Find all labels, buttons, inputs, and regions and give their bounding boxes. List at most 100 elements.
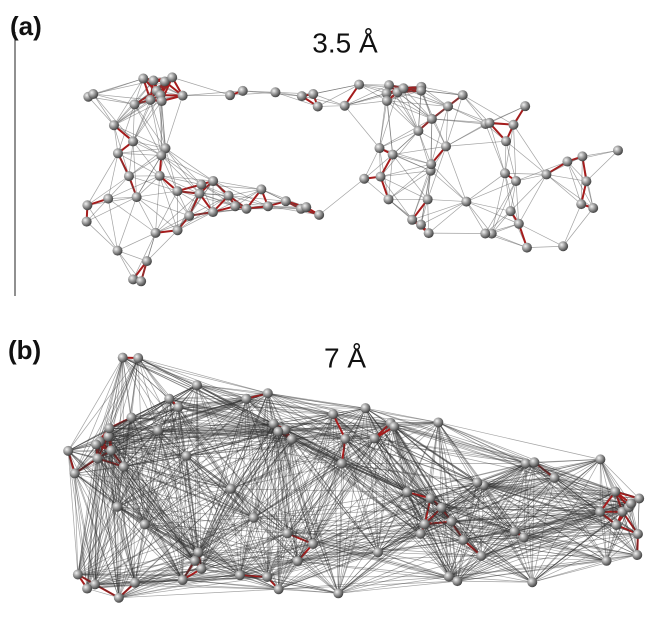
edge <box>516 162 567 181</box>
edge <box>129 141 133 176</box>
node <box>273 427 283 437</box>
node <box>167 72 177 82</box>
node <box>208 176 218 186</box>
node <box>416 86 426 96</box>
node <box>70 468 80 478</box>
node <box>476 551 486 561</box>
node <box>128 136 138 146</box>
node <box>522 243 532 253</box>
node <box>63 446 73 456</box>
node <box>88 89 98 99</box>
node <box>413 126 423 136</box>
edge <box>446 146 466 201</box>
edge <box>387 101 418 131</box>
node <box>389 422 399 432</box>
node <box>611 520 621 530</box>
node <box>376 172 386 182</box>
node <box>172 186 182 196</box>
node <box>119 462 129 472</box>
node <box>340 434 350 444</box>
edge <box>379 131 418 148</box>
node <box>314 210 324 220</box>
node <box>458 535 468 545</box>
panel-label: (a) <box>10 11 42 41</box>
node <box>249 513 259 523</box>
node <box>164 394 174 404</box>
node <box>142 256 152 266</box>
node <box>558 241 568 251</box>
edge <box>532 561 606 582</box>
node <box>133 353 143 363</box>
node <box>633 529 643 539</box>
node <box>402 487 412 497</box>
node <box>529 457 539 467</box>
edge <box>319 179 364 215</box>
node <box>447 517 457 527</box>
node <box>383 194 393 204</box>
node <box>562 157 572 167</box>
node <box>104 423 114 433</box>
node <box>145 95 155 105</box>
node <box>173 225 183 235</box>
edge <box>345 101 387 106</box>
node <box>155 171 165 181</box>
edge <box>463 95 490 123</box>
node <box>282 528 292 538</box>
node <box>427 114 437 124</box>
node <box>313 101 323 111</box>
edge <box>505 173 546 174</box>
figure-canvas: (a) 3.5 Å (b) 7 Å <box>0 0 645 633</box>
node <box>472 478 482 488</box>
node <box>416 529 426 539</box>
node <box>433 417 443 427</box>
node <box>382 96 392 106</box>
node <box>82 217 92 227</box>
node <box>501 136 511 146</box>
node <box>500 168 510 178</box>
edge <box>87 205 117 250</box>
node <box>194 189 204 199</box>
node <box>588 203 598 213</box>
node <box>626 499 636 509</box>
node <box>173 402 183 412</box>
edge <box>397 92 418 131</box>
node <box>112 502 122 512</box>
node <box>388 150 398 160</box>
network-panel-b <box>63 353 644 603</box>
node <box>263 388 273 398</box>
node <box>178 575 188 585</box>
network-panel-a <box>82 72 623 286</box>
node <box>613 145 623 155</box>
node <box>374 143 384 153</box>
node <box>224 191 234 201</box>
node <box>241 204 251 214</box>
node <box>113 246 123 256</box>
node <box>114 593 124 603</box>
node <box>113 148 123 158</box>
edge <box>428 199 467 201</box>
node <box>103 194 113 204</box>
node <box>235 570 245 580</box>
edge <box>418 131 431 164</box>
node <box>373 547 383 557</box>
node <box>420 519 430 529</box>
node <box>511 176 521 186</box>
node <box>238 86 248 96</box>
node <box>190 556 200 566</box>
node <box>196 564 206 574</box>
node <box>118 353 128 363</box>
node <box>337 459 347 469</box>
edge <box>88 97 114 126</box>
node <box>541 169 551 179</box>
node <box>91 440 101 450</box>
node <box>484 118 494 128</box>
node <box>443 101 453 111</box>
node <box>274 584 284 594</box>
node <box>370 433 380 443</box>
node <box>226 484 236 494</box>
edge <box>506 141 546 174</box>
edge <box>638 499 639 534</box>
edge <box>345 106 380 148</box>
node <box>82 200 92 210</box>
edge <box>481 555 637 556</box>
